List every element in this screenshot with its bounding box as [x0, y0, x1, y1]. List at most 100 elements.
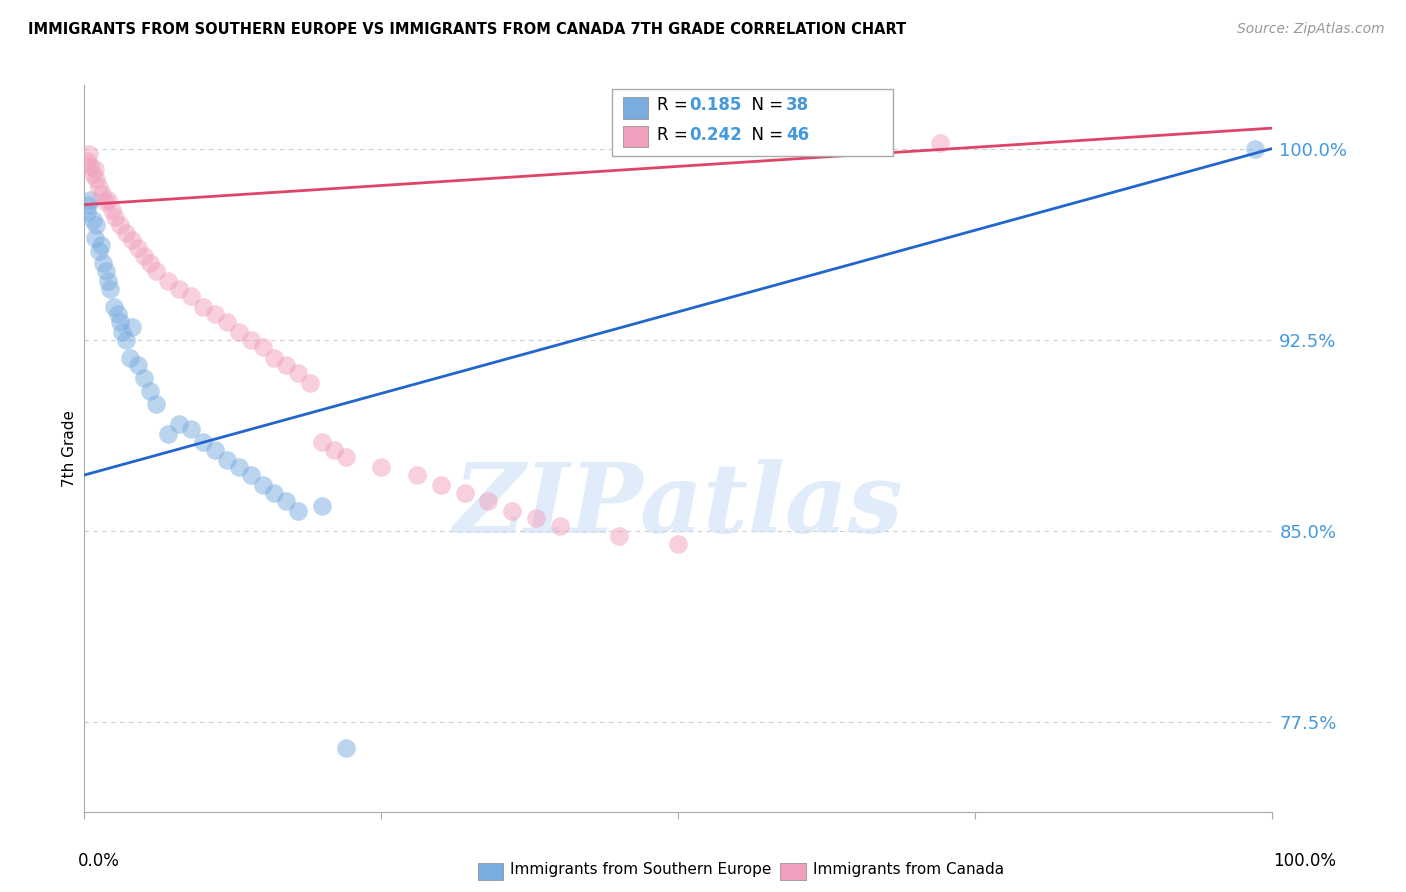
- Point: [103, 300, 125, 314]
- Point: [94, 195, 117, 210]
- Point: [100, 202, 122, 217]
- Point: [215, 315, 238, 329]
- Text: N =: N =: [741, 126, 789, 144]
- Text: R =: R =: [657, 126, 693, 144]
- Point: [287, 504, 309, 518]
- Text: ZIPatlas: ZIPatlas: [454, 459, 903, 553]
- Point: [82, 213, 104, 227]
- Point: [82, 167, 104, 181]
- Point: [127, 359, 149, 373]
- Point: [156, 274, 179, 288]
- Text: 100.0%: 100.0%: [1274, 852, 1336, 870]
- Point: [115, 333, 138, 347]
- Point: [335, 450, 357, 465]
- Point: [132, 371, 155, 385]
- Text: Immigrants from Canada: Immigrants from Canada: [813, 863, 1004, 877]
- Point: [668, 537, 690, 551]
- Point: [204, 442, 226, 457]
- Point: [477, 493, 499, 508]
- Point: [276, 493, 298, 508]
- Point: [97, 274, 120, 288]
- Point: [322, 442, 344, 457]
- Point: [121, 320, 143, 334]
- Point: [111, 325, 134, 339]
- Point: [311, 499, 333, 513]
- Point: [204, 307, 226, 321]
- Point: [263, 351, 285, 365]
- Point: [370, 460, 392, 475]
- Point: [156, 427, 179, 442]
- Point: [108, 218, 131, 232]
- Point: [1243, 141, 1265, 155]
- Point: [928, 136, 950, 151]
- Point: [276, 359, 298, 373]
- Point: [90, 238, 112, 252]
- Point: [239, 468, 262, 483]
- Point: [252, 478, 274, 492]
- Point: [77, 146, 100, 161]
- Point: [97, 193, 120, 207]
- Text: 0.0%: 0.0%: [77, 852, 120, 870]
- Point: [169, 417, 191, 431]
- Text: 0.185: 0.185: [689, 96, 741, 114]
- Point: [335, 741, 357, 756]
- Point: [180, 289, 202, 303]
- Point: [94, 264, 117, 278]
- Text: N =: N =: [741, 96, 789, 114]
- Point: [239, 333, 262, 347]
- Point: [93, 256, 115, 270]
- Point: [180, 422, 202, 436]
- Point: [91, 187, 114, 202]
- Point: [145, 264, 167, 278]
- Point: [252, 341, 274, 355]
- Point: [104, 211, 127, 225]
- Point: [311, 434, 333, 449]
- Point: [453, 486, 475, 500]
- Point: [84, 218, 107, 232]
- Point: [84, 161, 107, 176]
- Point: [108, 315, 131, 329]
- Point: [107, 307, 129, 321]
- Text: Source: ZipAtlas.com: Source: ZipAtlas.com: [1237, 22, 1385, 37]
- Point: [76, 154, 98, 169]
- Point: [287, 366, 309, 380]
- Point: [84, 172, 107, 186]
- Point: [430, 478, 453, 492]
- Point: [607, 529, 630, 543]
- Point: [138, 384, 160, 398]
- Text: Immigrants from Southern Europe: Immigrants from Southern Europe: [510, 863, 772, 877]
- Text: 46: 46: [786, 126, 808, 144]
- Text: 0.242: 0.242: [689, 126, 742, 144]
- Point: [228, 325, 250, 339]
- Point: [145, 396, 167, 410]
- Point: [501, 504, 523, 518]
- Point: [169, 282, 191, 296]
- Point: [77, 197, 100, 211]
- Point: [215, 452, 238, 467]
- Point: [87, 179, 110, 194]
- Point: [87, 244, 110, 258]
- Point: [191, 434, 215, 449]
- Point: [115, 226, 138, 240]
- Point: [100, 282, 122, 296]
- Point: [191, 300, 215, 314]
- Text: 38: 38: [786, 96, 808, 114]
- Point: [132, 249, 155, 263]
- Point: [299, 376, 322, 391]
- Point: [406, 468, 429, 483]
- Point: [228, 460, 250, 475]
- Point: [138, 256, 160, 270]
- Point: [84, 231, 107, 245]
- Point: [79, 193, 101, 207]
- Point: [76, 205, 98, 219]
- Point: [118, 351, 141, 365]
- Point: [79, 160, 101, 174]
- Y-axis label: 7th Grade: 7th Grade: [62, 409, 77, 487]
- Point: [263, 486, 285, 500]
- Point: [127, 241, 149, 255]
- Point: [548, 519, 571, 533]
- Point: [121, 233, 143, 247]
- Point: [524, 511, 547, 525]
- Text: R =: R =: [657, 96, 693, 114]
- Text: IMMIGRANTS FROM SOUTHERN EUROPE VS IMMIGRANTS FROM CANADA 7TH GRADE CORRELATION : IMMIGRANTS FROM SOUTHERN EUROPE VS IMMIG…: [28, 22, 907, 37]
